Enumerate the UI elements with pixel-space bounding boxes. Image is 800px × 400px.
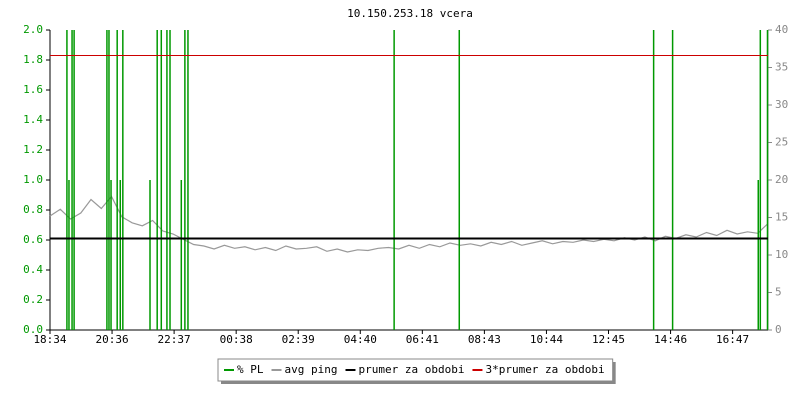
y-tick-label: 0.6 <box>23 233 43 246</box>
x-tick-label: 14:46 <box>654 333 687 346</box>
y-tick-label: 0.0 <box>23 323 43 336</box>
y-tick-label: 1.2 <box>23 143 43 156</box>
y2-tick-label: 15 <box>775 211 788 224</box>
y2-tick-label: 0 <box>775 323 782 336</box>
y-tick-label: 0.4 <box>23 263 43 276</box>
x-tick-label: 18:34 <box>33 333 66 346</box>
x-tick-label: 04:40 <box>344 333 377 346</box>
y-tick-label: 1.8 <box>23 53 43 66</box>
y2-tick-label: 30 <box>775 98 788 111</box>
y2-tick-label: 20 <box>775 173 788 186</box>
y2-tick-label: 25 <box>775 136 788 149</box>
legend-label: 3*prumer za obdobi <box>485 363 604 376</box>
x-tick-label: 00:38 <box>220 333 253 346</box>
legend-box <box>217 358 614 382</box>
x-tick-label: 06:41 <box>406 333 439 346</box>
y2-tick-label: 10 <box>775 248 788 261</box>
x-tick-label: 12:45 <box>592 333 625 346</box>
legend-label: avg ping <box>285 363 338 376</box>
x-tick-label: 08:43 <box>468 333 501 346</box>
x-tick-label: 10:44 <box>530 333 563 346</box>
x-tick-label: 16:47 <box>716 333 749 346</box>
legend: % PL avg ping prumer za obdobi 3*prumer za … <box>217 358 616 384</box>
y-tick-label: 2.0 <box>23 23 43 36</box>
y-tick-label: 0.2 <box>23 293 43 306</box>
x-tick-label: 22:37 <box>158 333 191 346</box>
y-tick-label: 1.0 <box>23 173 43 186</box>
legend-label: prumer za obdobi <box>358 363 464 376</box>
x-tick-label: 02:39 <box>282 333 315 346</box>
y2-tick-label: 35 <box>775 61 788 74</box>
y-tick-label: 0.8 <box>23 203 43 216</box>
legend-label: % PL <box>237 363 264 376</box>
chart-title: 10.150.253.18 vcera <box>347 7 473 20</box>
x-tick-label: 20:36 <box>95 333 128 346</box>
y2-tick-label: 40 <box>775 23 788 36</box>
y-tick-label: 1.4 <box>23 113 43 126</box>
y-tick-label: 1.6 <box>23 83 43 96</box>
y2-tick-label: 5 <box>775 286 782 299</box>
